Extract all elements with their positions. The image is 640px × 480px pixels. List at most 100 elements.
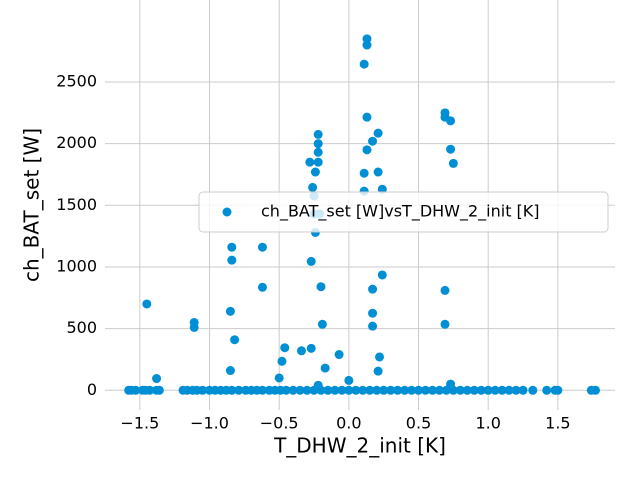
point bbox=[455, 385, 465, 395]
point bbox=[386, 385, 396, 395]
point bbox=[446, 116, 456, 126]
point bbox=[313, 139, 323, 149]
y-tick-label: 2000 bbox=[56, 133, 97, 152]
legend: ch_BAT_set [W]vsT_DHW_2_init [K] bbox=[198, 191, 609, 233]
point bbox=[145, 385, 155, 395]
point bbox=[469, 385, 479, 395]
point bbox=[344, 385, 354, 395]
point bbox=[446, 379, 456, 389]
point bbox=[440, 285, 450, 295]
point bbox=[234, 385, 244, 395]
x-tick-label: −1.5 bbox=[120, 414, 159, 433]
y-axis-label: ch_BAT_set [W] bbox=[20, 128, 44, 282]
point bbox=[295, 385, 305, 395]
x-axis-label: T_DHW_2_init [K] bbox=[273, 434, 446, 458]
point bbox=[310, 167, 320, 177]
x-tick-label: −0.5 bbox=[260, 414, 299, 433]
point bbox=[313, 129, 323, 139]
point bbox=[400, 385, 410, 395]
point bbox=[373, 366, 383, 376]
point bbox=[313, 157, 323, 167]
point bbox=[320, 363, 330, 373]
point bbox=[227, 385, 237, 395]
point bbox=[189, 322, 199, 332]
point bbox=[225, 306, 235, 316]
point bbox=[448, 158, 458, 168]
point bbox=[337, 385, 347, 395]
point bbox=[198, 385, 208, 395]
marks bbox=[124, 34, 600, 395]
point bbox=[368, 308, 378, 318]
point bbox=[365, 385, 375, 395]
point bbox=[257, 242, 267, 252]
point bbox=[362, 112, 372, 122]
point bbox=[446, 144, 456, 154]
point bbox=[305, 157, 315, 167]
point bbox=[334, 350, 344, 360]
point bbox=[414, 385, 424, 395]
point bbox=[427, 385, 437, 395]
point bbox=[131, 385, 141, 395]
point bbox=[497, 385, 507, 395]
x-tick-label: 0.5 bbox=[406, 414, 431, 433]
point bbox=[476, 385, 486, 395]
point bbox=[227, 255, 237, 265]
point bbox=[553, 385, 563, 395]
point bbox=[483, 385, 493, 395]
y-tick-label: 2500 bbox=[56, 72, 97, 91]
x-tick-label: −1.0 bbox=[190, 414, 229, 433]
point bbox=[379, 385, 389, 395]
point bbox=[368, 321, 378, 331]
point bbox=[281, 385, 291, 395]
point bbox=[393, 385, 403, 395]
point bbox=[362, 145, 372, 155]
point bbox=[296, 346, 306, 356]
point bbox=[344, 375, 354, 385]
y-tick-label: 500 bbox=[66, 318, 97, 337]
point bbox=[306, 343, 316, 353]
point bbox=[462, 385, 472, 395]
legend-box bbox=[198, 191, 609, 233]
point bbox=[316, 282, 326, 292]
point bbox=[440, 319, 450, 329]
point bbox=[528, 385, 538, 395]
point bbox=[257, 385, 267, 395]
point bbox=[230, 335, 240, 345]
point bbox=[288, 385, 298, 395]
point bbox=[330, 385, 340, 395]
point bbox=[277, 356, 287, 366]
y-tick-label: 1000 bbox=[56, 256, 97, 275]
point bbox=[420, 385, 430, 395]
point bbox=[375, 352, 385, 362]
point bbox=[302, 385, 312, 395]
point bbox=[257, 282, 267, 292]
point bbox=[280, 343, 290, 353]
point bbox=[308, 182, 318, 192]
point bbox=[359, 168, 369, 178]
point bbox=[590, 385, 600, 395]
point bbox=[368, 136, 378, 146]
point bbox=[351, 385, 361, 395]
point bbox=[358, 385, 368, 395]
point bbox=[377, 270, 387, 280]
point bbox=[373, 128, 383, 138]
x-tick-label: 1.5 bbox=[545, 414, 570, 433]
point bbox=[490, 385, 500, 395]
point bbox=[317, 319, 327, 329]
point bbox=[323, 385, 333, 395]
point bbox=[504, 385, 514, 395]
x-tick-label: 1.0 bbox=[475, 414, 500, 433]
point bbox=[359, 59, 369, 69]
point bbox=[225, 366, 235, 376]
point bbox=[142, 299, 152, 309]
point bbox=[306, 256, 316, 266]
point bbox=[372, 385, 382, 395]
point bbox=[434, 385, 444, 395]
point bbox=[368, 284, 378, 294]
point bbox=[407, 385, 417, 395]
y-tick-label: 1500 bbox=[56, 195, 97, 214]
point bbox=[518, 385, 528, 395]
legend-label: ch_BAT_set [W]vsT_DHW_2_init [K] bbox=[261, 202, 540, 222]
